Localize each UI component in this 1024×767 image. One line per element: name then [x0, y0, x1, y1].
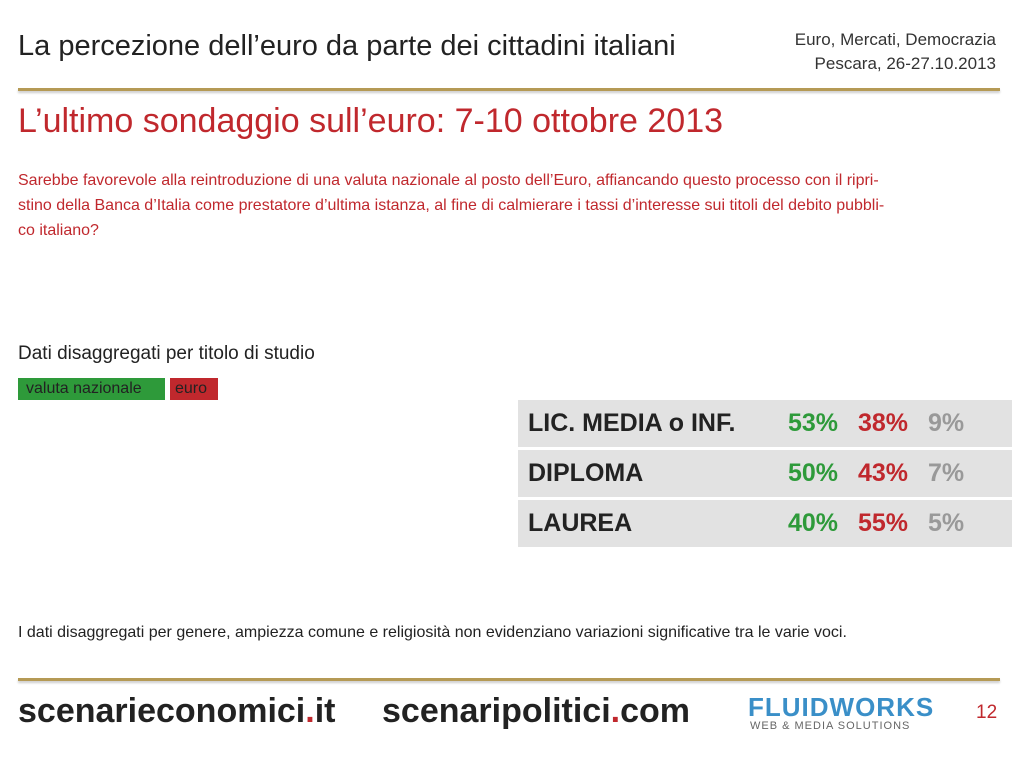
site: scenarieconomici.it	[18, 692, 335, 731]
question-line: stino della Banca d’Italia come prestato…	[18, 197, 885, 214]
question-line: co italiano?	[18, 222, 99, 239]
site-part: scenarieconomici	[18, 692, 306, 730]
row-label: LAUREA	[528, 509, 633, 537]
event-line: Pescara, 26-27.10.2013	[814, 54, 996, 73]
site-part: com	[620, 692, 691, 730]
site-part: .	[305, 692, 315, 730]
logo: FLUIDWORKS	[748, 692, 935, 722]
site-part: it	[314, 692, 336, 730]
title: La percezione dell’euro da parte dei cit…	[18, 30, 676, 62]
event-line: Euro, Mercati, Democrazia	[794, 30, 996, 49]
legend-item: euro	[170, 378, 218, 400]
cell: 5%	[928, 509, 965, 537]
table-row: LAUREA 40% 55% 5%	[518, 500, 1012, 547]
rule	[18, 678, 1000, 681]
rule	[18, 88, 1000, 91]
cell: 9%	[928, 409, 965, 437]
cell: 53%	[788, 409, 839, 437]
site-part: .	[610, 692, 621, 730]
row-label: LIC. MEDIA o INF.	[528, 409, 736, 437]
cell: 40%	[788, 509, 839, 537]
page-number: 12	[976, 702, 998, 723]
section-label: Dati disaggregati per titolo di studio	[18, 343, 315, 364]
row-label: DIPLOMA	[528, 459, 644, 487]
site-part: scenaripolitici	[382, 692, 611, 730]
cell: 7%	[928, 459, 965, 487]
cell: 38%	[858, 409, 909, 437]
cell: 50%	[788, 459, 839, 487]
table-row: LIC. MEDIA o INF. 53% 38% 9%	[518, 400, 1012, 447]
logo-tagline: WEB & MEDIA SOLUTIONS	[750, 720, 911, 732]
heading: L’ultimo sondaggio sull’euro: 7-10 ottob…	[18, 102, 724, 140]
legend-item: valuta nazionale	[18, 378, 165, 400]
event: Euro, Mercati, Democrazia Pescara, 26-27…	[795, 30, 996, 74]
note: I dati disaggregati per genere, ampiezza…	[18, 624, 847, 641]
question-line: Sarebbe favorevole alla reintroduzione d…	[18, 172, 879, 189]
site: scenaripolitici.com	[382, 692, 690, 731]
table-row: DIPLOMA 50% 43% 7%	[518, 450, 1012, 497]
cell: 43%	[858, 459, 909, 487]
cell: 55%	[858, 509, 909, 537]
